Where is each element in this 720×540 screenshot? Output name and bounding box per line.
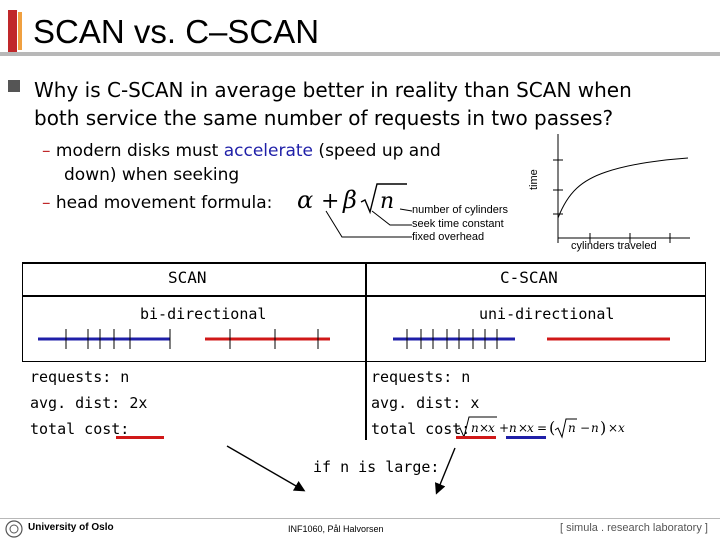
cscan-cost-underline-blue [506,436,546,439]
footer-university: University of Oslo [28,522,114,533]
footer-rule [0,518,720,519]
footer-simula-logo: [ simula . research laboratory ] [560,522,708,534]
scan-requests: requests: n [30,368,130,386]
cscan-avg-dist: avg. dist: x [371,394,480,412]
formula-leader-lines [325,208,413,238]
cscan-passes-diagram [393,329,670,349]
scan-passes-diagram [38,329,330,349]
svg-text:n: n [591,421,599,435]
svg-text:n: n [471,421,479,435]
svg-text:+: + [321,189,339,214]
svg-text:(: ( [549,418,555,437]
svg-text:−: − [580,421,590,435]
label-fixed-overhead: fixed overhead [412,231,485,243]
svg-text:×: × [479,421,489,435]
svg-text:n: n [568,421,576,435]
graph-y-label: time [528,169,540,190]
sub-point-formula-text: head movement formula: [55,193,273,213]
svg-text:α: α [297,186,313,214]
table-header-bg [22,264,706,295]
svg-text:β: β [342,186,357,214]
table-left-border [22,262,23,362]
page-title: SCAN vs. C–SCAN [33,13,320,50]
sub-point-accelerate: – modern disks must accelerate (speed up… [42,141,441,161]
dash: – [42,193,51,213]
table-right-border [705,262,706,362]
scan-total-cost: total cost: [30,420,130,438]
accelerate-highlight: accelerate [223,141,314,161]
scan-cost-underline [116,436,164,439]
svg-text:+: + [499,421,509,435]
dash: – [42,141,51,161]
scan-avg-dist: avg. dist: 2x [30,394,148,412]
cscan-cost-formula: n × x + n × x = ( n − n ) × x [456,416,625,439]
square-bullet-icon [8,80,20,92]
sub-point-formula: – head movement formula: [42,193,272,213]
svg-text:×: × [608,421,618,435]
scan-header: SCAN [168,268,207,287]
svg-text:x: x [527,421,534,435]
question-line-2: both service the same number of requests… [34,106,614,130]
cscan-header: C-SCAN [500,268,558,287]
large-n-note: if n is large: [313,458,440,476]
svg-text:n: n [509,421,517,435]
table-header-rule [22,296,706,297]
graph-x-label: cylinders traveled [571,240,657,252]
table-center-divider [365,262,367,440]
cscan-requests: requests: n [371,368,471,386]
sub-point-accelerate-line2: down) when seeking [64,165,240,185]
sub-point-text: modern disks must [55,141,224,161]
title-accent-bar-secondary [18,12,22,50]
scan-mode: bi-directional [140,305,267,323]
svg-text:x: x [488,421,495,435]
label-number-of-cylinders: number of cylinders [412,204,508,216]
svg-text:×: × [518,421,528,435]
large-n-arrows [226,445,456,495]
table-mid-rule [22,361,706,362]
seek-time-graph [553,134,690,243]
title-accent-bar [8,10,17,52]
label-seek-time-constant: seek time constant [412,218,504,230]
question-line-1: Why is C-SCAN in average better in reali… [34,78,632,102]
university-seal-icon [5,520,23,538]
footer-course: INF1060, Pål Halvorsen [288,524,384,534]
title-divider [0,52,720,56]
cscan-cost-underline-red [456,436,496,439]
svg-text:x: x [618,421,625,435]
sub-point-text-after: (speed up and [313,141,441,161]
cscan-mode: uni-directional [479,305,615,323]
svg-text:n: n [380,189,394,214]
seek-time-formula: α + β n [297,183,407,215]
svg-text:=: = [537,421,547,435]
svg-text:): ) [600,418,606,437]
cscan-total-cost: total cost: [371,420,471,438]
